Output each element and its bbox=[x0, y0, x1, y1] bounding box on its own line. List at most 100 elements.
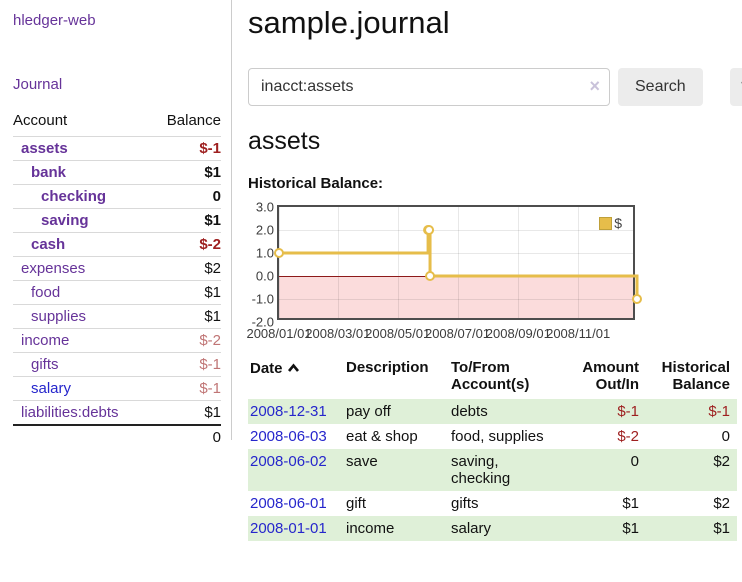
transaction-description: save bbox=[346, 453, 378, 470]
legend-label: $ bbox=[614, 215, 622, 231]
negative-zone bbox=[279, 276, 633, 318]
account-link[interactable]: food bbox=[31, 284, 61, 301]
accounts-total-value: 0 bbox=[212, 429, 221, 446]
account-balance: $1 bbox=[204, 212, 221, 229]
transaction-description: gift bbox=[346, 495, 367, 512]
account-link[interactable]: cash bbox=[31, 236, 66, 253]
transaction-description: pay off bbox=[346, 403, 391, 420]
data-point-marker bbox=[425, 271, 436, 281]
account-balance: $-1 bbox=[199, 140, 221, 157]
search-button[interactable]: Search bbox=[618, 68, 703, 106]
account-link[interactable]: liabilities:debts bbox=[21, 404, 119, 421]
data-point-marker bbox=[274, 248, 284, 258]
help-button[interactable]: ? bbox=[729, 68, 742, 106]
gridline bbox=[578, 207, 580, 318]
gridline bbox=[279, 207, 280, 318]
account-balance: 0 bbox=[212, 188, 221, 205]
account-link[interactable]: checking bbox=[41, 188, 107, 205]
transaction-amount: $-1 bbox=[617, 403, 639, 420]
account-link[interactable]: supplies bbox=[31, 308, 87, 325]
transaction-date-link[interactable]: 2008-06-03 bbox=[248, 424, 344, 449]
register-row: 2008-06-02 save saving, checking 0 $2 bbox=[248, 449, 737, 491]
data-point-marker bbox=[424, 225, 435, 235]
register-row: 2008-06-03 eat & shop food, supplies $-2 0 bbox=[248, 424, 737, 449]
gridline bbox=[279, 230, 633, 231]
sort-asc-icon bbox=[287, 359, 300, 376]
date-link[interactable]: 2008-12-31 bbox=[250, 403, 327, 420]
date-link[interactable]: 2008-06-02 bbox=[250, 453, 327, 470]
account-row: checking 0 bbox=[13, 184, 221, 209]
register-row: 2008-01-01 income salary $1 $1 bbox=[248, 516, 737, 541]
account-balance: $2 bbox=[204, 260, 221, 277]
y-axis-tick-label: -2.0 bbox=[251, 314, 274, 330]
transaction-balance: $2 bbox=[713, 495, 730, 512]
sidebar: hledger-web Journal Account Balance asse… bbox=[0, 0, 232, 446]
date-link[interactable]: 2008-06-03 bbox=[250, 428, 327, 445]
transaction-date-link[interactable]: 2008-01-01 bbox=[248, 516, 344, 541]
transaction-date-link[interactable]: 2008-06-02 bbox=[248, 449, 344, 491]
account-link[interactable]: salary bbox=[31, 380, 72, 397]
account-link[interactable]: saving bbox=[41, 212, 89, 229]
account-balance: $1 bbox=[204, 308, 221, 325]
y-axis-tick-label: -1.0 bbox=[251, 291, 274, 307]
register-header-accounts: To/From Account(s) bbox=[451, 359, 530, 393]
page-title: sample.journal bbox=[248, 5, 450, 40]
transaction-amount: $1 bbox=[622, 520, 639, 537]
transaction-amount: 0 bbox=[630, 453, 639, 470]
accounts-header-account: Account bbox=[13, 112, 68, 129]
account-link[interactable]: assets bbox=[21, 140, 68, 157]
transaction-amount: $-2 bbox=[617, 428, 639, 445]
data-point-marker bbox=[632, 294, 642, 304]
transaction-amount: $1 bbox=[622, 495, 639, 512]
main-content: sample.journal × Search ? assets Histori… bbox=[232, 0, 742, 541]
account-row: gifts $-1 bbox=[13, 352, 221, 377]
account-row: supplies $1 bbox=[13, 304, 221, 329]
transaction-description: eat & shop bbox=[346, 428, 418, 445]
transaction-balance: $1 bbox=[713, 520, 730, 537]
account-row: bank $1 bbox=[13, 160, 221, 185]
date-link[interactable]: 2008-01-01 bbox=[250, 520, 327, 537]
historical-balance-chart: $3.0 2.0 1.0 0.0 -1.0 -2.0 2008/01/01 2008/03/0… bbox=[246, 200, 742, 347]
x-axis-tick-label: 2008/05/01 bbox=[365, 326, 431, 341]
search-field-wrap: × bbox=[248, 68, 610, 106]
y-axis-tick-label: 1.0 bbox=[255, 245, 274, 261]
account-balance: $1 bbox=[204, 284, 221, 301]
account-row: salary $-1 bbox=[13, 376, 221, 401]
transaction-accounts: saving, checking bbox=[451, 453, 511, 487]
search-input[interactable] bbox=[248, 68, 610, 106]
clear-search-icon[interactable]: × bbox=[589, 76, 600, 96]
transaction-accounts: debts bbox=[451, 403, 488, 420]
sidebar-item-journal[interactable]: Journal bbox=[13, 76, 63, 93]
account-link[interactable]: expenses bbox=[21, 260, 86, 277]
gridline bbox=[457, 207, 459, 318]
transaction-description: income bbox=[346, 520, 395, 537]
app-title-link[interactable]: hledger-web bbox=[13, 12, 96, 29]
account-row: saving $1 bbox=[13, 208, 221, 233]
search-bar: × Search ? bbox=[248, 68, 742, 106]
account-row: cash $-2 bbox=[13, 232, 221, 257]
transaction-date-link[interactable]: 2008-12-31 bbox=[248, 399, 344, 424]
gridline bbox=[397, 207, 399, 318]
transaction-balance: $2 bbox=[713, 453, 730, 470]
chart-heading: Historical Balance: bbox=[248, 175, 384, 192]
gridline bbox=[337, 207, 339, 318]
account-balance: $1 bbox=[204, 164, 221, 181]
x-axis-tick-label: 2008/07/01 bbox=[424, 326, 491, 341]
date-link[interactable]: 2008-06-01 bbox=[250, 495, 327, 512]
register-header-date[interactable]: Date bbox=[248, 357, 344, 399]
account-row: liabilities:debts $1 bbox=[13, 400, 221, 426]
transaction-balance: 0 bbox=[721, 428, 730, 445]
transaction-date-link[interactable]: 2008-06-01 bbox=[248, 491, 344, 516]
account-link[interactable]: bank bbox=[31, 164, 67, 181]
register-table: Date Description To/From Account(s) Amou… bbox=[248, 357, 737, 541]
transaction-balance: $-1 bbox=[708, 403, 730, 420]
register-header-amount: Amount Out/In bbox=[582, 359, 639, 393]
x-axis-tick-label: 2008/03/01 bbox=[305, 326, 371, 341]
x-axis-tick-label: 2008/11/01 bbox=[546, 326, 611, 341]
y-axis-tick-label: 2.0 bbox=[255, 222, 274, 238]
account-link[interactable]: gifts bbox=[31, 356, 59, 373]
accounts-total-spacer bbox=[13, 425, 150, 449]
account-link[interactable]: income bbox=[21, 332, 70, 349]
account-heading: assets bbox=[248, 127, 321, 155]
x-axis-tick-label: 2008/01/01 bbox=[246, 326, 312, 341]
